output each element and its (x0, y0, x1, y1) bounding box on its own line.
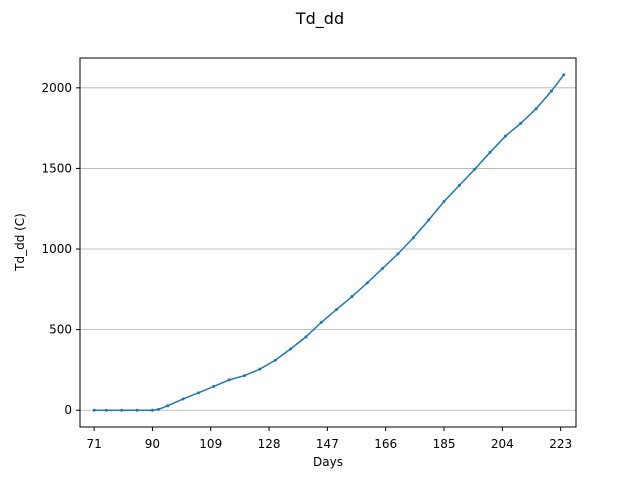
data-point (243, 374, 247, 378)
y-tick-label: 1500 (41, 161, 72, 175)
chart-title: Td_dd (295, 9, 344, 29)
x-tick-label: 204 (491, 437, 514, 451)
data-point (519, 121, 523, 125)
data-point (304, 335, 308, 339)
y-axis: 0 500 1000 1500 2000 (41, 81, 80, 417)
x-tick-label: 223 (549, 437, 572, 451)
data-point (258, 367, 262, 371)
series-line (94, 74, 565, 411)
data-point (166, 404, 170, 408)
data-point (503, 134, 507, 138)
x-tick-label: 147 (316, 437, 339, 451)
data-point (104, 408, 108, 412)
data-point (289, 347, 293, 351)
data-point (92, 408, 96, 412)
data-point (350, 295, 354, 299)
x-axis: 71 90 109 128 147 166 185 204 223 (86, 427, 572, 451)
data-point (227, 378, 231, 382)
y-tick-label: 0 (64, 403, 72, 417)
x-tick-label: 109 (199, 437, 222, 451)
x-axis-label: Days (313, 455, 343, 469)
data-point (381, 266, 385, 270)
data-point (135, 408, 139, 412)
data-point (273, 358, 277, 362)
data-point (473, 167, 477, 171)
data-point (488, 150, 492, 154)
data-point (396, 252, 400, 256)
y-tick-label: 1000 (41, 242, 72, 256)
data-point (212, 384, 216, 388)
data-point (411, 236, 415, 240)
series-points (92, 73, 566, 412)
x-tick-label: 90 (145, 437, 160, 451)
data-point (319, 320, 323, 324)
data-point (365, 281, 369, 285)
data-point (457, 183, 461, 187)
data-point (181, 397, 185, 401)
data-point (534, 107, 538, 111)
data-point (549, 89, 553, 93)
data-point (335, 307, 339, 311)
data-point (562, 73, 566, 77)
y-tick-label: 2000 (41, 81, 72, 95)
data-point (120, 408, 124, 412)
plot-area-frame (79, 57, 577, 428)
data-point (196, 391, 200, 395)
data-point (150, 408, 154, 412)
grid (80, 87, 576, 411)
x-tick-label: 128 (258, 437, 281, 451)
x-tick-label: 166 (374, 437, 397, 451)
x-tick-label: 185 (433, 437, 456, 451)
data-point (427, 218, 431, 222)
data-point (157, 407, 161, 411)
x-tick-label: 71 (86, 437, 101, 451)
data-point (442, 199, 446, 203)
y-tick-label: 500 (49, 323, 72, 337)
y-axis-label: Td_dd (C) (13, 213, 27, 272)
